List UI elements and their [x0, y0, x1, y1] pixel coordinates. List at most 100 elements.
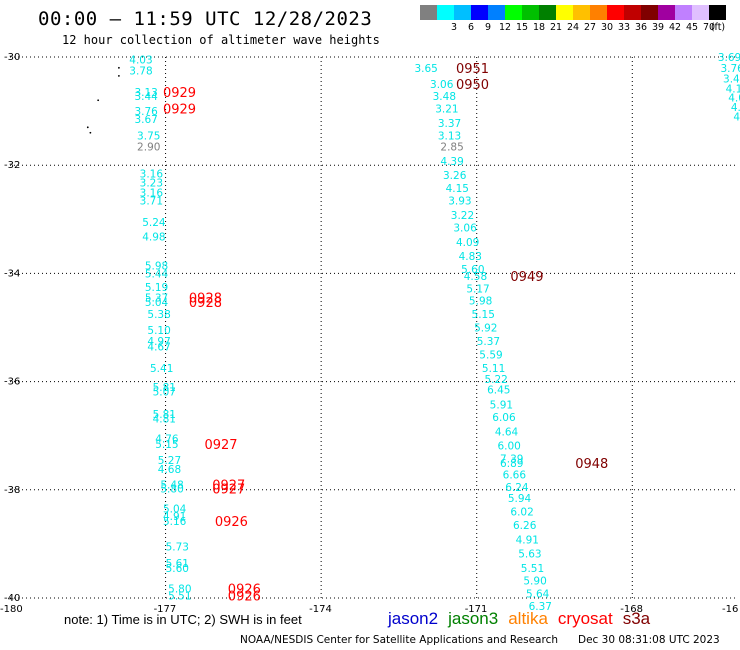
- time-label: 0928: [189, 296, 222, 311]
- wave-height-label: 3.13: [438, 130, 461, 142]
- wave-height-label: 3.76: [134, 106, 158, 118]
- satellite-legend-cryosat: cryosat: [557, 609, 613, 628]
- wave-height-label: 4.68: [158, 464, 181, 476]
- color-scale-cell: [420, 5, 437, 20]
- wave-height-label: 5.07: [153, 386, 176, 398]
- wave-height-label: 4.15: [446, 183, 469, 195]
- wave-height-label: 6.45: [487, 385, 510, 397]
- color-scale-cell: [505, 5, 522, 20]
- wave-height-label: 6.26: [513, 520, 537, 532]
- satellite-legend-jason3: jason3: [448, 609, 499, 628]
- x-tick-label: -174: [309, 604, 332, 615]
- wave-height-label: 5.60: [461, 264, 484, 276]
- wave-height-label: 4.91: [516, 535, 539, 547]
- y-tick-label: -38: [4, 485, 20, 496]
- wave-height-label: 5.17: [466, 284, 489, 296]
- wave-height-label: 3.16: [140, 168, 164, 180]
- wave-height-label: 3.75: [137, 130, 160, 142]
- time-label: 0950: [456, 78, 489, 93]
- color-scale-cell: [658, 5, 675, 20]
- color-scale-label: 30: [600, 22, 614, 33]
- color-scale-label: 70: [702, 22, 716, 33]
- wave-height-label: 6.66: [503, 470, 527, 482]
- track-dot: [86, 126, 89, 129]
- color-scale-cell: [607, 5, 624, 20]
- time-label: 0951: [456, 62, 489, 77]
- time-label: 0929: [163, 86, 196, 101]
- color-scale-cell: [471, 5, 488, 20]
- color-scale-label: 3: [450, 22, 458, 33]
- wave-height-label: 3.06: [430, 79, 454, 91]
- wave-height-label: 3.48: [433, 91, 456, 103]
- color-scale-label: 36: [634, 22, 648, 33]
- wave-height-label: 5.98: [469, 295, 492, 307]
- time-label: 0926: [228, 589, 261, 604]
- wave-height-label: 6.37: [529, 601, 552, 613]
- wave-height-label: 5.15: [472, 309, 495, 321]
- wave-height-label: 3.44: [134, 91, 158, 103]
- wave-height-label: 5.41: [150, 363, 173, 375]
- track-dot: [118, 75, 120, 77]
- time-label: 0927: [212, 483, 245, 498]
- wave-height-label: 5.37: [145, 293, 168, 305]
- color-scale-label: 42: [668, 22, 682, 33]
- color-scale-unit: (ft): [710, 22, 726, 33]
- color-scale-label: 18: [532, 22, 546, 33]
- wave-height-label: 5.91: [490, 399, 513, 411]
- wave-height-label: 5.37: [477, 336, 500, 348]
- wave-height-label: 6.02: [510, 506, 533, 518]
- wave-height-label: 4.39: [440, 156, 463, 168]
- wave-height-label: 3.06: [453, 222, 477, 234]
- wave-height-label: 3.67: [134, 114, 157, 126]
- color-scale-cell: [454, 5, 471, 20]
- wave-height-label: 5.11: [482, 363, 505, 375]
- wave-height-label: 3.65: [414, 63, 437, 75]
- time-label: 0929: [163, 102, 196, 117]
- wave-height-label: 5.60: [166, 563, 189, 575]
- wave-height-label: 5.63: [518, 549, 541, 561]
- time-label: 0948: [575, 457, 608, 472]
- y-tick-label: -36: [4, 377, 20, 388]
- wave-height-label: 5.10: [147, 325, 170, 337]
- time-label: 0927: [212, 478, 245, 493]
- color-scale-label: 21: [549, 22, 563, 33]
- color-scale-cell: [556, 5, 573, 20]
- wave-height-label: 5.59: [479, 350, 502, 362]
- wave-height-label: 7.39: [500, 453, 523, 465]
- wave-height-label: 3.93: [448, 195, 471, 207]
- y-tick-label: -34: [4, 268, 20, 279]
- satellite-legend-altika: altika: [508, 609, 548, 628]
- color-scale-label: 12: [498, 22, 512, 33]
- wave-height-label: 6.89: [500, 458, 523, 470]
- wave-height-label: 3.13: [134, 87, 157, 99]
- wave-height-label: 5.16: [163, 516, 187, 528]
- x-tick-label: -168: [620, 604, 643, 615]
- color-scale-label: 27: [583, 22, 597, 33]
- wave-height-label: 5.44: [145, 268, 169, 280]
- time-label: 0926: [215, 515, 248, 530]
- satellite-legend-jason2: jason2: [388, 609, 439, 628]
- page-title: 00:00 – 11:59 UTC 12/28/2023: [38, 8, 373, 30]
- wave-height-label: 4.98: [142, 232, 165, 244]
- wave-height-label: 3.23: [140, 178, 163, 190]
- color-scale-label: 15: [515, 22, 529, 33]
- wave-height-label: 3.78: [129, 66, 152, 78]
- wave-height-label: 4.03: [129, 55, 152, 67]
- wave-height-label: 5.81: [153, 382, 176, 394]
- wave-height-label: 5.48: [160, 479, 183, 491]
- wave-height-label: 2.85: [440, 141, 463, 153]
- y-tick-label: -30: [4, 52, 20, 63]
- wave-height-label: 3.43: [723, 74, 740, 86]
- wave-height-label: 5.24: [142, 217, 166, 229]
- y-tick-label: -40: [4, 593, 20, 604]
- wave-height-label: 5.92: [474, 323, 497, 335]
- wave-height-label: 6.24: [505, 482, 529, 494]
- wave-height-label: 3.76: [720, 63, 740, 75]
- wave-height-label: 5.04: [145, 297, 169, 309]
- time-label: 0926: [228, 582, 261, 597]
- wave-height-label: 4.81: [153, 413, 176, 425]
- wave-height-label: 5.61: [166, 558, 189, 570]
- wave-height-label: 5.51: [521, 563, 544, 575]
- wave-height-label: 5.22: [484, 374, 507, 386]
